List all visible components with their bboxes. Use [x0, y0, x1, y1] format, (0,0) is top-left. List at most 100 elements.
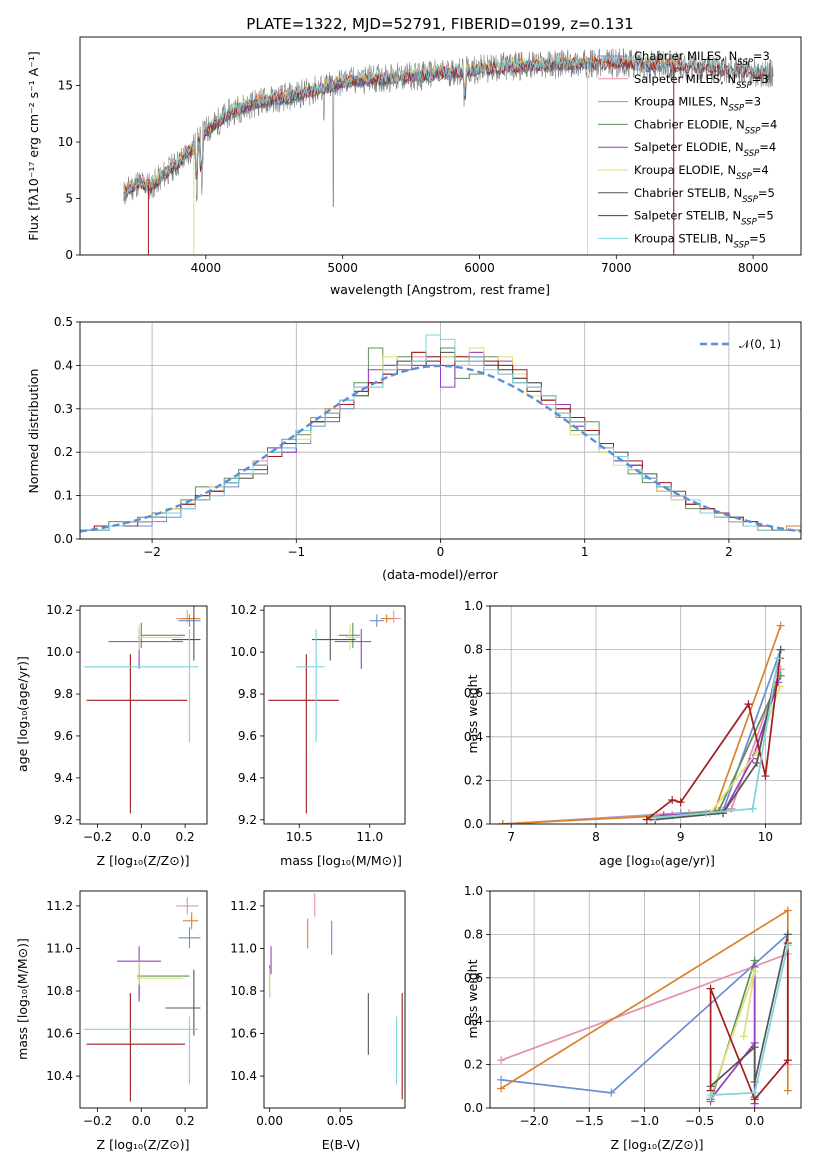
legend-label-kroupa-stelib-n-ssp-5[interactable]: Kroupa STELIB, NSSP=5: [634, 231, 766, 250]
legend-label-kroupa-miles-n-ssp-3[interactable]: Kroupa MILES, NSSP=3: [634, 95, 761, 114]
weight-vs-age-panel: 7 8 9 10 0.0 0.2 0.4 0.6 0.8 1.0 age [log₁₀(age/y…: [464, 599, 802, 868]
mass-vs-metallicity-ylabel: mass [log₁₀(M/M⊙)]: [15, 938, 30, 1060]
age_mass-y-tick-label: 10.0: [230, 645, 257, 659]
mass-vs-ebv-panel: 0.00 0.05 10.4 10.6 10.8 11.0 11.2 E(B-V): [230, 890, 406, 1152]
age_Z-frame: [79, 605, 208, 825]
weight-line-salpeter-elodie: [709, 967, 756, 1104]
legend-label-chabrier-elodie-n-ssp-4[interactable]: Chabrier ELODIE, NSSP=4: [634, 117, 777, 136]
weight-marker-kroupa-stelib: [783, 941, 792, 950]
residuals-data-layer: [80, 334, 801, 539]
mass_Z-x-tick-label: 0.0: [132, 1114, 151, 1128]
age_Z-y-tick-label: 9.4: [54, 771, 73, 785]
gaussian-legend-label: 𝒩(0, 1): [739, 337, 781, 351]
mass_Z-y-tick-label: 10.6: [46, 1027, 73, 1041]
weight_age-x-tick-label: 9: [677, 830, 685, 844]
age-vs-metallicity-xlabel: Z [log₁₀(Z/Z⊙)]: [97, 853, 190, 868]
residuals-y-tick-label: 0.5: [54, 315, 73, 329]
mass_ebv-frame: [263, 890, 406, 1109]
legend-label-chabrier-miles-n-ssp-3[interactable]: Chabrier MILES, NSSP=3: [634, 49, 770, 68]
age-vs-metallicity-plot-area: −0.2 0.0 0.2 9.2 9.4 9.6 9.8 10.0 10.2: [46, 603, 208, 844]
weight_age-y-tick-label: 0.4: [464, 730, 483, 744]
age_Z-y-tick-label: 9.8: [54, 687, 73, 701]
weight-marker-kroupa-miles: [783, 906, 792, 915]
weight-marker-chabrier-stelib: [750, 1043, 759, 1052]
spectrum-panel: 4000 5000 6000 7000 8000 0 5 10 15 Chabrier MILE…: [26, 36, 802, 297]
weight_age-y-tick-label: 0.0: [464, 817, 483, 831]
residuals-y-tick-label: 0.4: [54, 358, 73, 372]
age_Z-y-tick-label: 9.2: [54, 813, 73, 827]
spectrum-x-tick-label: 8000: [738, 261, 769, 275]
age_Z-x-tick-label: −0.2: [83, 830, 112, 844]
age_mass-data-layer: [268, 606, 401, 814]
legend-label-salpeter-stelib-n-ssp-5[interactable]: Salpeter STELIB, NSSP=5: [634, 209, 774, 228]
weight_Z-x-tick-label: −1.0: [630, 1114, 659, 1128]
age_Z-y-tick-label: 10.2: [46, 603, 73, 617]
spectrum-data-layer: [123, 48, 774, 255]
weight-marker-salpeter-stelib: [706, 984, 715, 993]
age_mass-y-tick-label: 10.2: [230, 603, 257, 617]
legend-label-kroupa-elodie-n-ssp-4[interactable]: Kroupa ELODIE, NSSP=4: [634, 163, 769, 182]
weight-marker-salpeter-miles: [497, 1056, 506, 1065]
weight_age-x-tick-label: 10: [758, 830, 773, 844]
age_mass-x-tick-label: 10.5: [286, 830, 313, 844]
weight_Z-y-tick-label: 1.0: [464, 884, 483, 898]
weight-marker-salpeter-stelib: [676, 798, 685, 807]
mass-vs-metallicity-plot-area: −0.2 0.0 0.2 10.4 10.6 10.8 11.0 11.2: [46, 890, 208, 1128]
residuals-x-tick-label: 2: [725, 545, 733, 559]
weight-marker-salpeter-stelib: [642, 815, 651, 824]
weight_Z-x-tick-label: −2.0: [520, 1114, 549, 1128]
weight-marker-salpeter-stelib: [744, 700, 753, 709]
legend-label-chabrier-stelib-n-ssp-5[interactable]: Chabrier STELIB, NSSP=5: [634, 186, 775, 205]
spectrum-xlabel: wavelength [Angstrom, rest frame]: [330, 282, 550, 297]
age-vs-mass-plot-area: 10.5 11.0 9.2 9.4 9.6 9.8 10.0 10.2: [230, 603, 406, 844]
spectrum-x-tick-label: 7000: [601, 261, 632, 275]
age-vs-mass-xlabel: mass [log₁₀(M/M⊙)]: [280, 853, 402, 868]
weight_Z-x-tick-label: 0.0: [745, 1114, 764, 1128]
residuals-x-tick-label: 1: [581, 545, 589, 559]
weight-marker-kroupa-stelib: [651, 813, 660, 822]
age_Z-data-layer: [84, 606, 201, 814]
residuals-plot-area: −2 −1 0 1 2 0.0 0.1 0.2 0.3 0.4 0.5: [54, 315, 802, 559]
weight-vs-age-xlabel: age [log₁₀(age/yr)]: [599, 853, 715, 868]
weight-marker-chabrier-miles: [497, 1075, 506, 1084]
spectrum-y-tick-label: 5: [65, 192, 73, 206]
residuals-x-tick-label: −1: [287, 545, 305, 559]
weight_Z-y-tick-label: 0.8: [464, 927, 483, 941]
residuals-frame: [79, 321, 802, 540]
mass_Z-data-layer: [84, 897, 201, 1102]
mass_ebv-x-tick-label: 0.05: [327, 1114, 354, 1128]
spectrum-x-tick-label: 5000: [327, 261, 358, 275]
mass_ebv-y-tick-label: 11.0: [230, 941, 257, 955]
age_mass-y-tick-label: 9.8: [238, 687, 257, 701]
weight_age-x-tick-label: 8: [592, 830, 600, 844]
mass-vs-metallicity-panel: −0.2 0.0 0.2 10.4 10.6 10.8 11.0 11.2 Z [log₁₀(…: [15, 890, 208, 1152]
weight_Z-frame: [489, 890, 802, 1109]
spectrum-x-tick-label: 4000: [191, 261, 222, 275]
weight-line-kroupa-stelib: [655, 658, 779, 819]
weight-marker-kroupa-miles: [498, 820, 507, 824]
mass_ebv-data-layer: [269, 893, 403, 1100]
weight-marker-chabrier-stelib: [719, 809, 728, 818]
model-spectrum-kroupa-stelib-n-ssp-5: [123, 55, 770, 199]
age_mass-frame: [263, 605, 406, 825]
age_Z-y-tick-label: 9.6: [54, 729, 73, 743]
legend-label-salpeter-miles-n-ssp-3[interactable]: Salpeter MILES, NSSP=3: [634, 72, 769, 91]
weight-marker-kroupa-stelib: [706, 1090, 715, 1099]
mass_Z-y-tick-label: 11.0: [46, 941, 73, 955]
weight-vs-metallicity-xlabel: Z [log₁₀(Z/Z⊙)]: [611, 1137, 704, 1152]
spectrum-y-tick-label: 0: [65, 248, 73, 262]
legend-label-salpeter-elodie-n-ssp-4[interactable]: Salpeter ELODIE, NSSP=4: [634, 140, 776, 159]
weight-line-chabrier-stelib: [655, 649, 782, 821]
spectrum-y-tick-label: 10: [58, 135, 73, 149]
histogram-kroupa-stelib: [80, 334, 801, 539]
weight_Z-y-tick-label: 0.2: [464, 1058, 483, 1072]
residuals-legend[interactable]: 𝒩(0, 1): [700, 337, 781, 351]
weight-marker-kroupa-elodie: [739, 1032, 748, 1041]
mass_ebv-y-tick-label: 10.8: [230, 984, 257, 998]
residuals-y-tick-label: 0.0: [54, 532, 73, 546]
weight-marker-salpeter-stelib: [783, 1056, 792, 1065]
weight_Z-y-tick-label: 0.4: [464, 1014, 483, 1028]
weight-marker-chabrier-miles: [607, 1088, 616, 1097]
weight-vs-metallicity-panel: −2.0 −1.5 −1.0 −0.5 0.0 0.0 0.2 0.4 0.6 0.8 1.0 Z …: [464, 884, 802, 1152]
